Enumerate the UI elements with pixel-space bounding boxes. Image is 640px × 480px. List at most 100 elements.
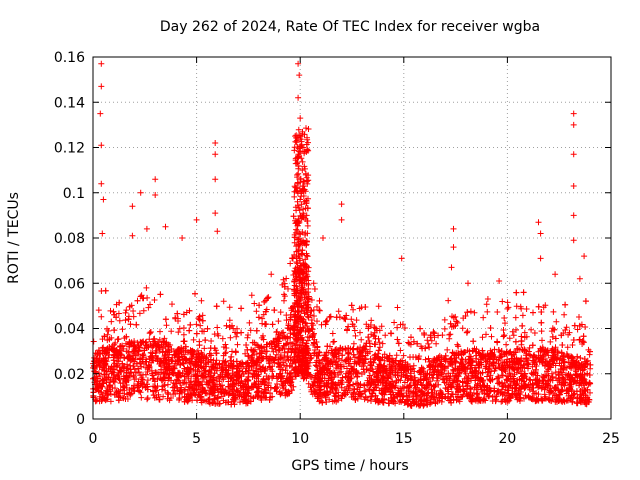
data-point: [316, 297, 323, 304]
data-point: [147, 301, 153, 308]
data-point: [115, 394, 122, 401]
data-point: [350, 306, 357, 313]
data-point: [408, 334, 414, 341]
data-point: [216, 360, 223, 367]
data-point: [421, 330, 427, 337]
data-point: [149, 353, 156, 360]
data-point: [153, 369, 160, 376]
data-point: [138, 340, 145, 346]
data-point: [552, 384, 559, 391]
data-point: [272, 346, 279, 353]
data-point: [330, 339, 337, 345]
data-point: [349, 321, 356, 328]
data-point: [547, 389, 554, 396]
data-point: [558, 381, 565, 388]
data-point: [268, 340, 275, 346]
data-point: [157, 328, 163, 335]
data-point: [288, 387, 295, 394]
data-point: [140, 352, 147, 359]
data-point: [163, 339, 170, 346]
data-point: [237, 399, 243, 406]
data-point: [555, 377, 562, 384]
data-point: [240, 384, 247, 391]
data-point: [502, 320, 508, 327]
data-point: [361, 396, 368, 403]
data-point: [506, 335, 513, 342]
data-point: [162, 343, 168, 350]
data-point: [574, 326, 581, 333]
data-point: [344, 327, 350, 334]
data-point: [514, 358, 521, 365]
data-point: [254, 388, 261, 395]
data-point: [398, 373, 405, 380]
data-point: [401, 325, 408, 331]
data-point: [233, 333, 240, 340]
data-point: [269, 373, 276, 380]
data-point: [450, 396, 457, 403]
data-point: [127, 362, 134, 369]
data-point: [231, 372, 238, 378]
data-point: [426, 358, 433, 365]
data-point: [498, 366, 505, 373]
data-point: [556, 391, 563, 398]
data-point: [189, 351, 196, 358]
data-point: [362, 387, 369, 394]
data-point: [432, 400, 439, 407]
data-point: [147, 329, 154, 335]
data-point: [189, 385, 196, 392]
data-point: [381, 351, 388, 358]
data-point: [248, 357, 255, 364]
data-point: [547, 338, 554, 345]
data-point: [430, 396, 437, 403]
data-point: [562, 301, 569, 308]
data-point: [576, 373, 583, 379]
data-point: [576, 322, 583, 329]
data-point: [361, 382, 368, 389]
data-point: [110, 308, 117, 315]
data-point: [518, 368, 525, 375]
data-point: [503, 341, 510, 348]
data-point: [186, 327, 193, 334]
data-point: [484, 308, 491, 315]
data-point: [140, 371, 146, 378]
data-point: [107, 307, 114, 314]
data-point: [99, 345, 106, 352]
data-point: [280, 276, 287, 283]
data-point: [119, 326, 126, 333]
data-point: [223, 389, 230, 396]
data-point: [346, 360, 353, 367]
data-point: [437, 361, 444, 368]
data-point: [253, 327, 260, 334]
data-point: [207, 384, 214, 391]
data-point: [342, 316, 349, 323]
data-point: [414, 388, 420, 395]
data-point: [371, 356, 378, 363]
data-point: [379, 399, 386, 406]
data-point: [385, 400, 392, 407]
data-point: [386, 358, 393, 365]
data-point: [162, 316, 169, 323]
data-point: [405, 339, 412, 346]
data-point: [538, 319, 545, 326]
data-point: [136, 344, 143, 351]
data-point: [261, 386, 268, 393]
data-point: [127, 391, 134, 398]
data-point: [189, 358, 196, 365]
data-point: [541, 395, 548, 402]
data-point: [187, 393, 194, 399]
data-point: [318, 360, 324, 367]
data-point: [414, 340, 421, 347]
data-point: [558, 349, 565, 356]
data-point: [213, 350, 220, 357]
data-point: [122, 317, 129, 324]
data-point: [555, 397, 562, 404]
data-point: [394, 393, 401, 400]
data-point: [470, 390, 477, 396]
data-point: [111, 379, 118, 386]
data-point: [256, 302, 263, 309]
data-point: [115, 375, 122, 381]
data-point: [370, 368, 377, 375]
data-point: [513, 393, 520, 399]
data-point: [450, 323, 457, 330]
data-point: [562, 327, 569, 333]
